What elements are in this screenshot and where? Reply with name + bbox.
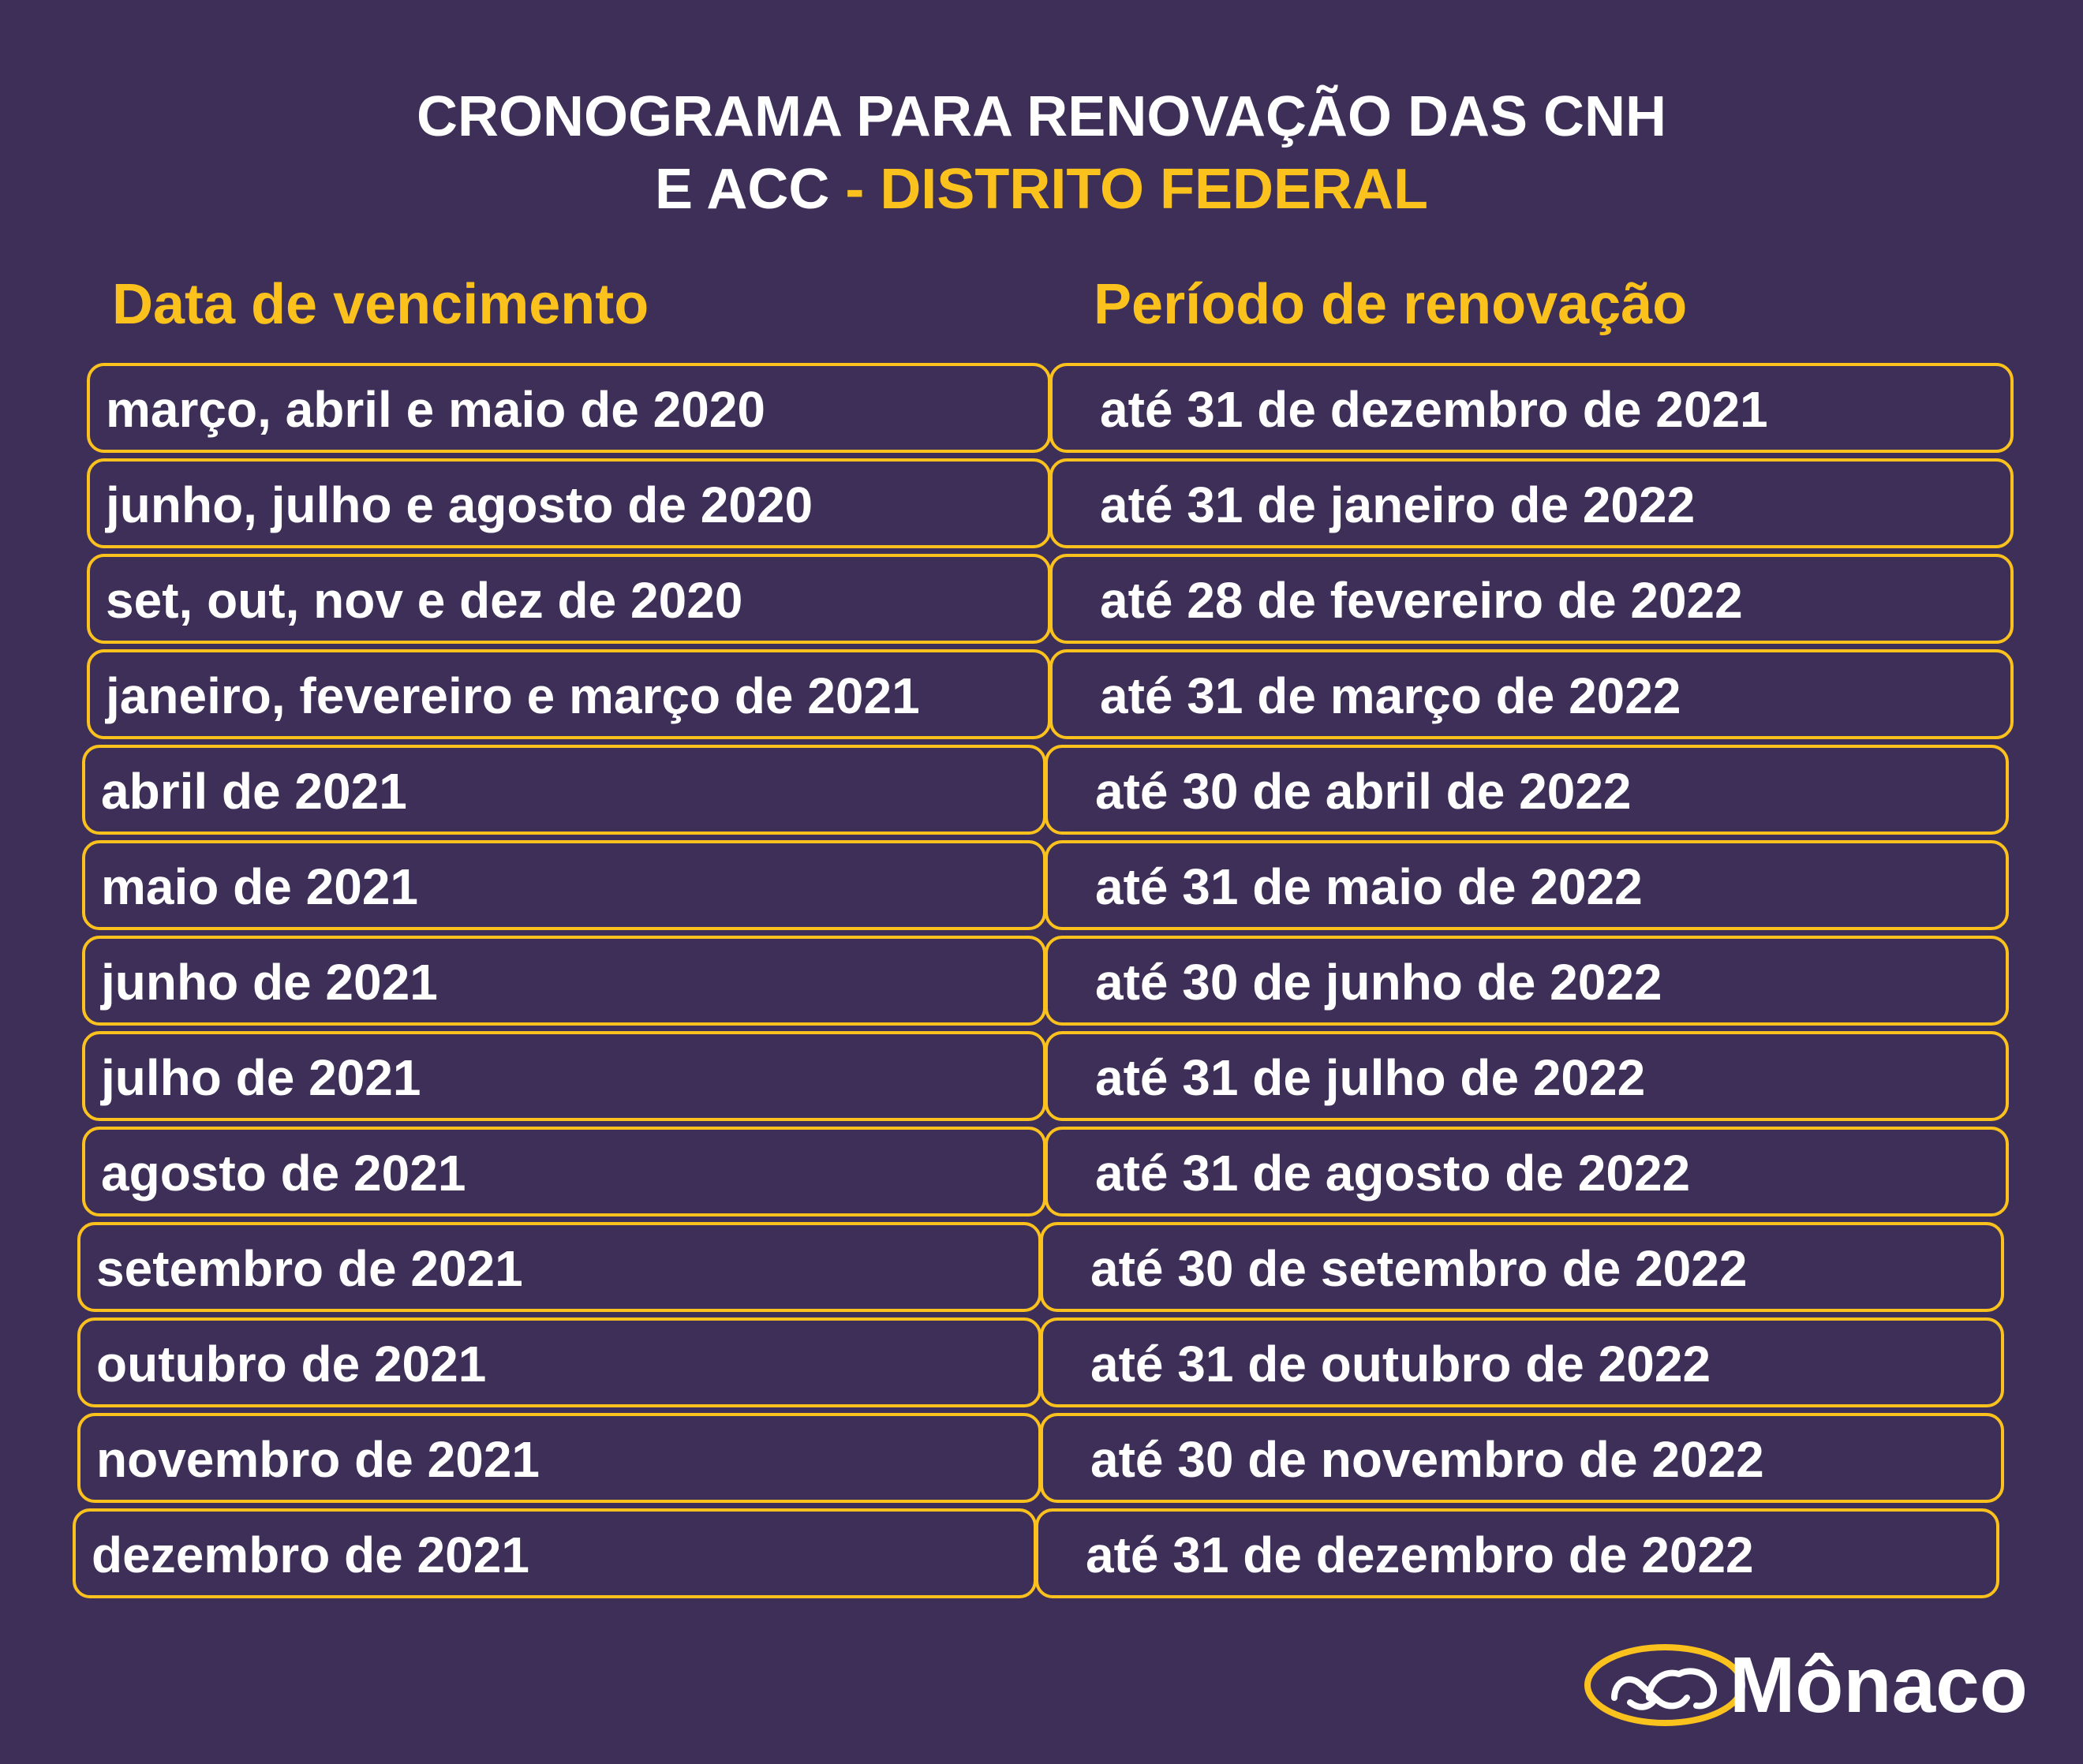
- cell-renovacao: até 31 de março de 2022: [1049, 649, 2014, 739]
- cell-renovacao: até 30 de novembro de 2022: [1040, 1413, 2004, 1503]
- cell-vencimento: junho de 2021: [82, 936, 1046, 1026]
- table-row: maio de 2021 até 31 de maio de 2022: [0, 840, 2083, 933]
- cell-renovacao: até 31 de outubro de 2022: [1040, 1317, 2004, 1407]
- cell-vencimento: julho de 2021: [82, 1031, 1046, 1121]
- table-row: março, abril e maio de 2020 até 31 de dez…: [0, 363, 2083, 456]
- cell-renovacao: até 28 de fevereiro de 2022: [1049, 554, 2014, 644]
- column-header-vencimento: Data de vencimento: [112, 273, 649, 336]
- cell-vencimento: set, out, nov e dez de 2020: [87, 554, 1051, 644]
- title-line-2: E ACC - DISTRITO FEDERAL: [0, 153, 2083, 226]
- column-header-renovacao: Período de renovação: [1094, 273, 1688, 336]
- monaco-logo: Mônaco: [1583, 1641, 2028, 1729]
- cell-renovacao: até 30 de junho de 2022: [1045, 936, 2009, 1026]
- table-row: abril de 2021 até 30 de abril de 2022: [0, 745, 2083, 838]
- title-line-2-prefix: E ACC: [654, 158, 830, 221]
- cell-vencimento: maio de 2021: [82, 840, 1046, 930]
- cell-vencimento: abril de 2021: [82, 745, 1046, 835]
- cell-renovacao: até 30 de setembro de 2022: [1040, 1222, 2004, 1312]
- logo-wordmark: Mônaco: [1730, 1641, 2028, 1729]
- table-row: julho de 2021 até 31 de julho de 2022: [0, 1031, 2083, 1124]
- table-row: setembro de 2021 até 30 de setembro de 20…: [0, 1222, 2083, 1315]
- cell-vencimento: novembro de 2021: [77, 1413, 1042, 1503]
- table-row: junho, julho e agosto de 2020 até 31 de j…: [0, 458, 2083, 551]
- cell-renovacao: até 31 de maio de 2022: [1045, 840, 2009, 930]
- table-row: janeiro, fevereiro e março de 2021 até 31…: [0, 649, 2083, 742]
- cell-vencimento: outubro de 2021: [77, 1317, 1042, 1407]
- table-row: set, out, nov e dez de 2020 até 28 de fev…: [0, 554, 2083, 647]
- table-row: outubro de 2021 até 31 de outubro de 2022: [0, 1317, 2083, 1411]
- table-row: junho de 2021 até 30 de junho de 2022: [0, 936, 2083, 1029]
- table-row: agosto de 2021 até 31 de agosto de 2022: [0, 1127, 2083, 1220]
- cell-vencimento: setembro de 2021: [77, 1222, 1042, 1312]
- cell-renovacao: até 31 de dezembro de 2021: [1049, 363, 2014, 453]
- cell-vencimento: março, abril e maio de 2020: [87, 363, 1051, 453]
- cell-vencimento: junho, julho e agosto de 2020: [87, 458, 1051, 548]
- cell-renovacao: até 31 de dezembro de 2022: [1035, 1508, 1999, 1598]
- table-row: dezembro de 2021 até 31 de dezembro de 20…: [0, 1508, 2083, 1601]
- monaco-cloud-logo-icon: [1584, 1644, 1745, 1726]
- cell-vencimento: dezembro de 2021: [73, 1508, 1037, 1598]
- cell-renovacao: até 31 de julho de 2022: [1045, 1031, 2009, 1121]
- table-row: novembro de 2021 até 30 de novembro de 20…: [0, 1413, 2083, 1506]
- page-title: CRONOGRAMA PARA RENOVAÇÃO DAS CNH E ACC …: [0, 80, 2083, 226]
- cell-vencimento: agosto de 2021: [82, 1127, 1046, 1216]
- title-line-2-accent: - DISTRITO FEDERAL: [829, 158, 1428, 221]
- cell-renovacao: até 31 de janeiro de 2022: [1049, 458, 2014, 548]
- cell-renovacao: até 31 de agosto de 2022: [1045, 1127, 2009, 1216]
- cell-vencimento: janeiro, fevereiro e março de 2021: [87, 649, 1051, 739]
- title-line-1: CRONOGRAMA PARA RENOVAÇÃO DAS CNH: [417, 85, 1666, 148]
- cell-renovacao: até 30 de abril de 2022: [1045, 745, 2009, 835]
